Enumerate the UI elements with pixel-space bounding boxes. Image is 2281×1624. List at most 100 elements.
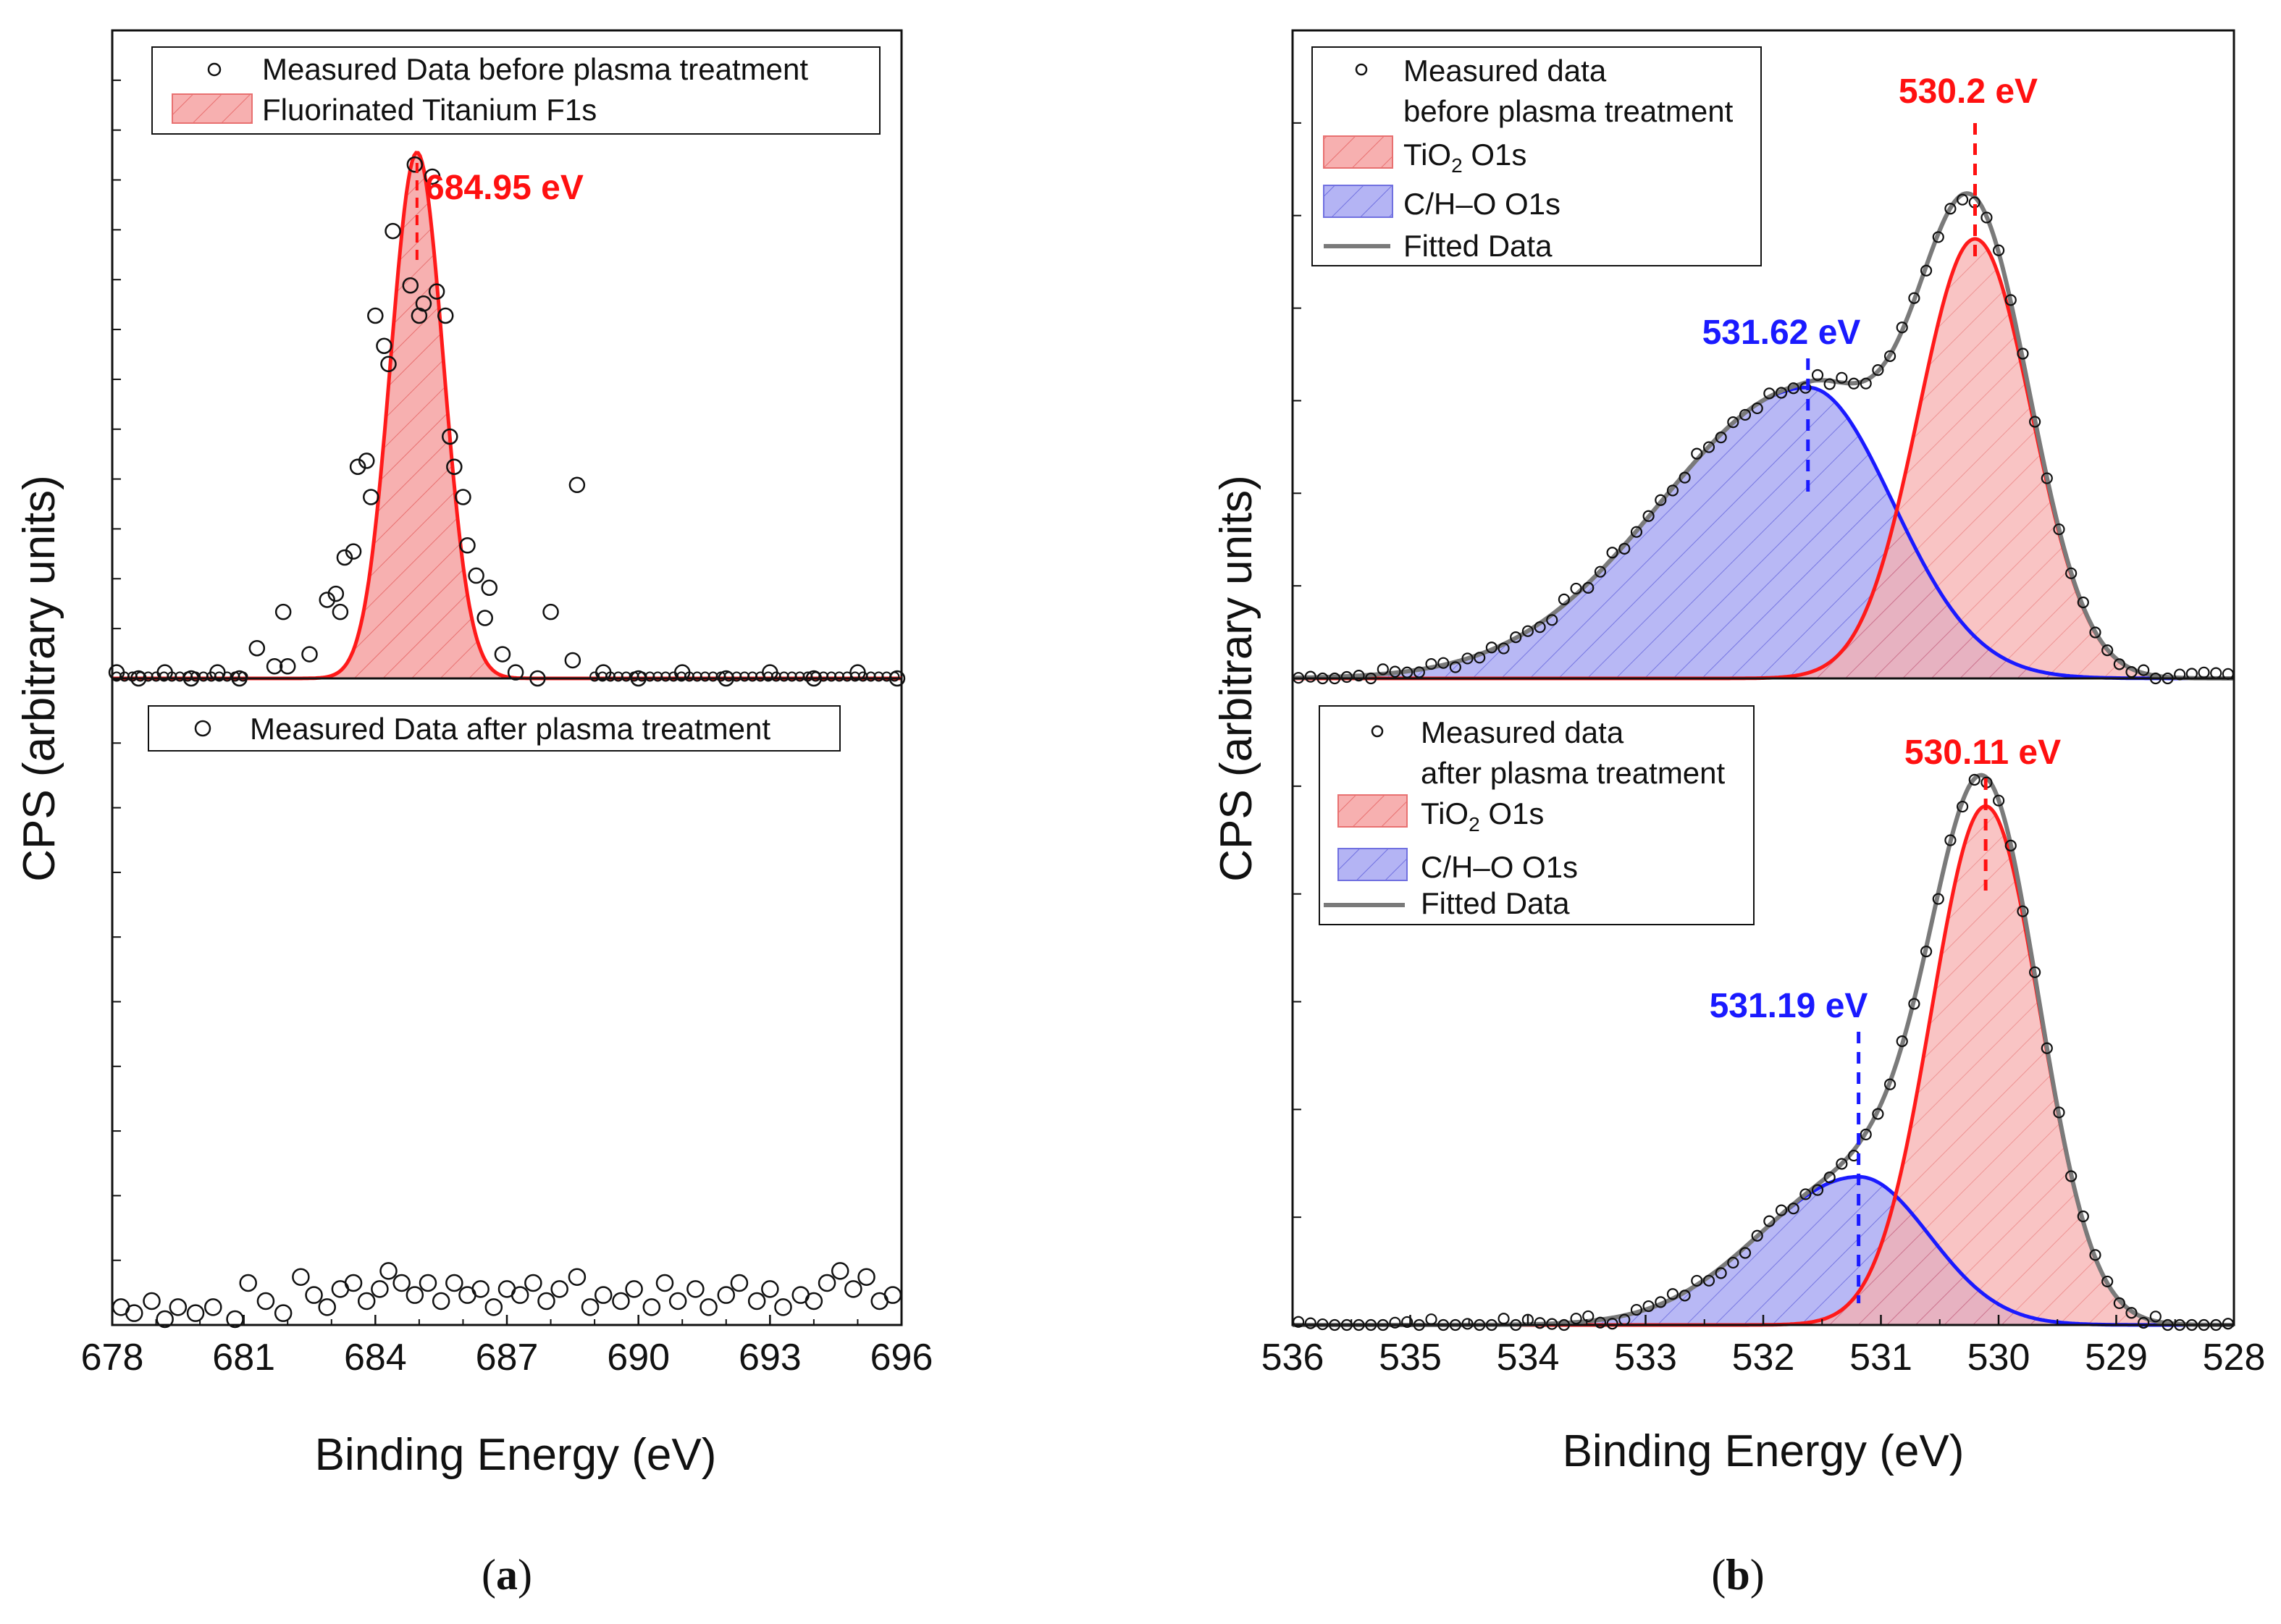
data-point	[471, 1280, 490, 1298]
data-point	[349, 458, 366, 475]
data-point	[1655, 494, 1667, 506]
data-point	[1630, 1303, 1643, 1316]
data-point	[406, 156, 424, 173]
data-point	[230, 671, 240, 682]
data-point	[524, 1274, 542, 1292]
chart-b-sublabel-close: )	[1750, 1551, 1765, 1599]
data-point	[1920, 264, 1933, 277]
data-point	[873, 671, 884, 682]
data-point	[881, 671, 892, 682]
data-point	[1655, 1296, 1667, 1308]
data-point	[367, 307, 384, 324]
data-point	[1377, 663, 1389, 676]
chart-a-bottom-legend: Measured Data after plasma treatment	[148, 705, 841, 752]
f1s-peak-fill	[294, 152, 540, 678]
blue-peak-label: 531.19 eV	[1710, 987, 1868, 1025]
data-point	[2041, 1042, 2053, 1054]
data-point	[1691, 1274, 1703, 1287]
data-point	[214, 671, 224, 682]
data-point	[747, 1292, 766, 1310]
data-point	[1474, 652, 1486, 664]
data-point	[1570, 1313, 1582, 1325]
data-point	[156, 1310, 174, 1329]
legend-entry-ch-o: C/H–O O1s	[1421, 850, 1578, 884]
red-peak-label: 530.11 eV	[1904, 733, 2061, 772]
legend-marker-open-circle	[194, 720, 211, 737]
data-point	[1860, 377, 1872, 390]
data-point	[1836, 371, 1848, 384]
data-point	[731, 671, 742, 682]
legend-marker-open-circle	[1355, 63, 1368, 76]
data-point	[1980, 211, 1993, 224]
data-point	[305, 1286, 323, 1304]
data-point	[818, 671, 829, 682]
ch-o-peak-fill	[1293, 387, 2234, 678]
ch-o-peak-fill	[1293, 1177, 2234, 1325]
data-point	[1666, 1288, 1679, 1300]
data-point	[1883, 350, 1896, 362]
data-point	[437, 307, 454, 324]
data-point	[786, 671, 797, 682]
data-point	[327, 585, 345, 602]
data-point	[2004, 294, 2017, 306]
data-point	[1883, 1078, 1896, 1090]
legend-entry-measured-line2: before plasma treatment	[1403, 94, 1734, 128]
data-point	[1836, 1158, 1848, 1170]
red-peak-label: 530.2 eV	[1899, 72, 2038, 111]
data-point	[1956, 800, 1969, 813]
data-point	[2138, 664, 2150, 676]
data-point	[248, 640, 266, 657]
data-point	[613, 671, 623, 682]
data-point	[2017, 905, 2029, 917]
data-point	[198, 671, 209, 682]
data-point	[182, 671, 193, 682]
chart-a-top-ticks	[112, 79, 121, 630]
data-point	[274, 603, 292, 620]
legend-entry-tio2: TiO2 O1s	[1421, 796, 1544, 836]
data-point	[1546, 614, 1558, 626]
data-point	[371, 1280, 389, 1298]
data-point	[238, 671, 248, 682]
data-point	[1389, 1316, 1401, 1329]
blue-peak-label: 531.62 eV	[1702, 314, 1861, 352]
data-point	[169, 1298, 188, 1316]
data-point	[747, 671, 758, 682]
legend-tio2-sub: 2	[1469, 813, 1480, 836]
chart-b-sublabel-open: (	[1711, 1551, 1726, 1599]
data-point	[1896, 321, 1908, 334]
data-point	[1799, 382, 1812, 394]
legend-entry-measured-line1: Measured data	[1403, 54, 1607, 88]
data-point	[419, 1274, 437, 1292]
data-point	[415, 295, 432, 312]
data-point	[1702, 1274, 1715, 1287]
chart-b-top-legend: Measured data before plasma treatment Ti…	[1311, 46, 1762, 266]
data-point	[507, 664, 524, 681]
data-point	[2077, 596, 2089, 609]
data-point	[2113, 658, 2125, 670]
data-point	[1461, 652, 1474, 665]
chart-a-sublabel-close: )	[518, 1551, 532, 1599]
x-tick-label: 693	[739, 1337, 802, 1379]
chart-b-top-panel: 530.2 eV 531.62 eV Measured data before …	[1291, 29, 2235, 685]
data-point	[1304, 670, 1316, 683]
data-point	[1461, 1318, 1474, 1330]
fitted-curve	[1293, 191, 2234, 681]
x-tick-label: 534	[1497, 1337, 1560, 1379]
legend-box	[148, 705, 841, 752]
legend-entry-ch-o: C/H–O O1s	[1403, 187, 1560, 221]
data-point	[459, 537, 476, 554]
data-point	[2017, 348, 2029, 360]
data-point	[676, 671, 687, 682]
data-point	[1534, 621, 1546, 634]
data-point	[612, 1292, 630, 1310]
data-point	[717, 1286, 736, 1304]
data-point	[380, 355, 397, 373]
data-point	[715, 671, 726, 682]
data-point	[151, 671, 161, 682]
data-point	[481, 579, 498, 596]
data-point	[1968, 773, 1980, 786]
legend-swatch-red	[172, 93, 253, 124]
data-point	[468, 567, 484, 584]
x-tick-label: 532	[1732, 1337, 1795, 1379]
data-point	[857, 1268, 875, 1286]
